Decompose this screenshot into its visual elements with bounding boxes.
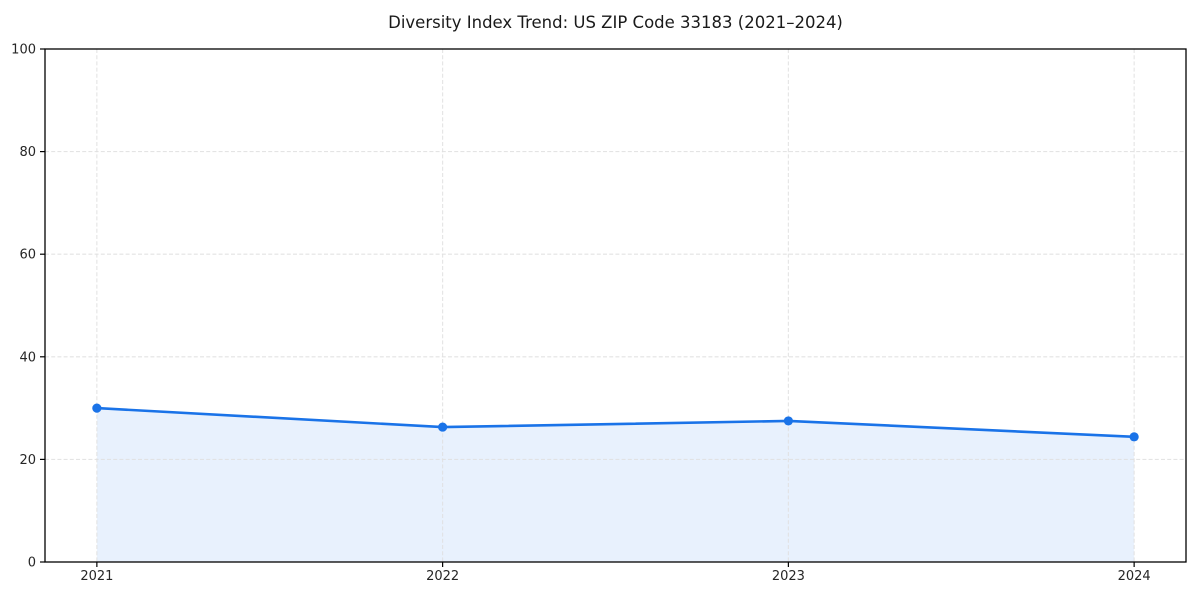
y-tick-label: 20: [19, 453, 36, 468]
tick-label-layer: 2021 2022 2023 2024 0 20 40 60 80 100: [11, 43, 1151, 585]
x-tick-label: 2022: [426, 569, 459, 584]
trend-line-layer: [95, 406, 1136, 439]
y-tick-label: 100: [11, 43, 36, 58]
chart-title: Diversity Index Trend: US ZIP Code 33183…: [388, 13, 843, 32]
x-tick-label: 2021: [80, 569, 113, 584]
plot-border: [44, 48, 1187, 563]
y-tick-label: 0: [28, 556, 36, 571]
area-fill-layer: [96, 408, 1135, 562]
gridline-layer: [45, 49, 1186, 562]
data-point-2021: [92, 403, 102, 413]
y-tick-label: 60: [19, 248, 36, 263]
trend-line: [95, 406, 1136, 439]
area-fill: [96, 408, 1135, 562]
x-tick-label: 2023: [772, 569, 805, 584]
data-point-2023: [783, 416, 793, 426]
data-point-2024: [1129, 432, 1139, 442]
data-point-2022: [438, 422, 448, 432]
y-tick-label: 40: [19, 350, 36, 365]
data-point-layer: [92, 403, 1139, 442]
x-tick-label: 2024: [1118, 569, 1151, 584]
axes-layer: [40, 48, 1187, 567]
y-tick-label: 80: [19, 145, 36, 160]
